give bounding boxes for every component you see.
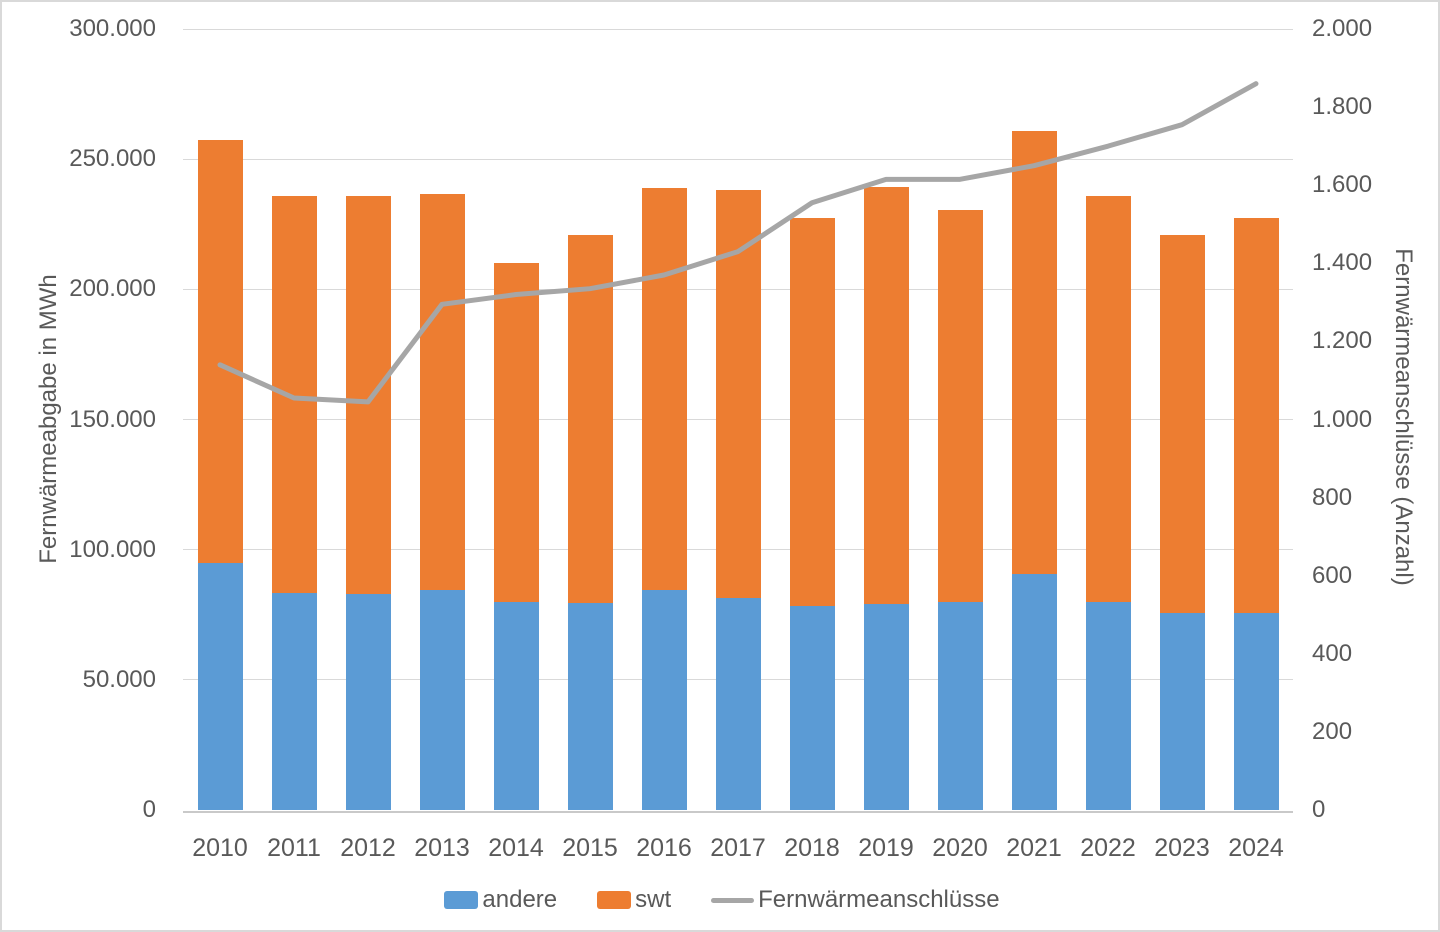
x-axis-tick-label: 2021 <box>1006 834 1062 862</box>
bar-segment-swt-2022 <box>1085 195 1131 602</box>
bar-segment-andere-2018 <box>789 605 835 810</box>
legend-label-swt: swt <box>635 886 672 913</box>
legend-swatch-andere-icon <box>444 891 479 909</box>
y2-axis-tick-label: 1.000 <box>1312 405 1373 433</box>
legend-item-swt: swt <box>597 886 671 914</box>
y2-axis-tick-label: 400 <box>1312 639 1353 667</box>
bar-segment-andere-2016 <box>641 590 687 810</box>
y2-axis-tick-label: 200 <box>1312 717 1353 745</box>
bar-segment-andere-2012 <box>345 593 391 810</box>
bar-segment-swt-2013 <box>419 194 465 590</box>
y2-axis-tick-label: 0 <box>1312 796 1326 823</box>
right-axis-title: Fernwärmeanschlüsse (Anzahl) <box>1390 248 1417 586</box>
legend-label-andere: andere <box>482 886 558 913</box>
bar-segment-andere-2013 <box>419 590 465 810</box>
bar-segment-andere-2023 <box>1159 613 1205 810</box>
bar-segment-andere-2015 <box>567 603 613 810</box>
x-axis-tick-label: 2022 <box>1080 834 1136 862</box>
bar-segment-andere-2022 <box>1085 601 1131 810</box>
y2-axis-tick-label: 1.200 <box>1312 327 1373 355</box>
legend-line-icon <box>711 897 755 903</box>
bar-segment-swt-2024 <box>1233 217 1279 614</box>
bar-segment-andere-2010 <box>197 562 243 810</box>
x-axis-tick-label: 2016 <box>636 834 692 862</box>
x-axis-tick-label: 2014 <box>488 834 544 862</box>
y2-axis-tick-label: 800 <box>1312 483 1353 511</box>
x-axis-tick-label: 2012 <box>340 834 396 862</box>
x-axis-tick-label: 2011 <box>267 834 321 862</box>
x-axis-line <box>183 811 1293 813</box>
bar-segment-swt-2010 <box>197 139 243 563</box>
bar-segment-andere-2020 <box>937 601 983 810</box>
y-axis-tick-label: 100.000 <box>69 535 156 563</box>
x-axis-tick-label: 2019 <box>858 834 914 862</box>
legend-label-fernwaermeanschluesse: Fernwärmeanschlüsse <box>758 886 1000 913</box>
bar-segment-andere-2024 <box>1233 613 1279 810</box>
legend-item-fernwaermeanschluesse: Fernwärmeanschlüsse <box>711 886 1000 914</box>
bar-segment-swt-2017 <box>715 190 761 598</box>
bar-segment-andere-2019 <box>863 604 909 810</box>
y-axis-tick-label: 200.000 <box>69 275 156 303</box>
x-axis-tick-label: 2024 <box>1228 834 1284 862</box>
bar-segment-swt-2015 <box>567 234 613 604</box>
y-axis-tick-label: 250.000 <box>69 145 156 173</box>
x-axis-tick-label: 2013 <box>414 834 470 862</box>
y2-axis-tick-label: 2.000 <box>1312 15 1373 42</box>
y2-axis-tick-label: 1.800 <box>1312 93 1373 121</box>
x-axis-tick-label: 2023 <box>1154 834 1210 862</box>
x-axis-tick-label: 2018 <box>784 834 840 862</box>
bar-segment-swt-2023 <box>1159 234 1205 614</box>
y-axis-tick-label: 300.000 <box>69 15 156 42</box>
x-axis-tick-label: 2010 <box>192 834 248 862</box>
left-axis-title: Fernwärmeabgabe in MWh <box>35 274 62 564</box>
bar-segment-andere-2014 <box>493 601 539 810</box>
horizontal-gridline <box>183 158 1293 160</box>
x-axis-tick-label: 2017 <box>710 834 766 862</box>
x-axis-tick-label: 2015 <box>562 834 618 862</box>
bar-segment-swt-2020 <box>937 209 983 602</box>
y2-axis-tick-label: 600 <box>1312 561 1353 589</box>
bar-segment-swt-2014 <box>493 263 539 602</box>
bar-segment-swt-2012 <box>345 195 391 594</box>
bar-segment-andere-2021 <box>1011 574 1057 810</box>
bar-segment-swt-2021 <box>1011 130 1057 575</box>
y-axis-tick-label: 0 <box>142 796 156 823</box>
bar-segment-swt-2011 <box>271 195 317 593</box>
x-axis-tick-label: 2020 <box>932 834 988 862</box>
horizontal-gridline <box>183 28 1293 30</box>
y-axis-tick-label: 50.000 <box>82 665 156 693</box>
bar-segment-andere-2017 <box>715 597 761 810</box>
legend-swatch-swt-icon <box>597 891 632 909</box>
bar-segment-swt-2016 <box>641 187 687 590</box>
legend: andere swt Fernwärmeanschlüsse <box>2 886 1438 914</box>
bar-segment-andere-2011 <box>271 592 317 810</box>
bar-segment-swt-2019 <box>863 186 909 605</box>
y-axis-tick-label: 150.000 <box>69 405 156 433</box>
legend-item-andere: andere <box>444 886 557 914</box>
y2-axis-tick-label: 1.400 <box>1312 249 1373 277</box>
y2-axis-tick-label: 1.600 <box>1312 171 1373 199</box>
bar-segment-swt-2018 <box>789 217 835 606</box>
